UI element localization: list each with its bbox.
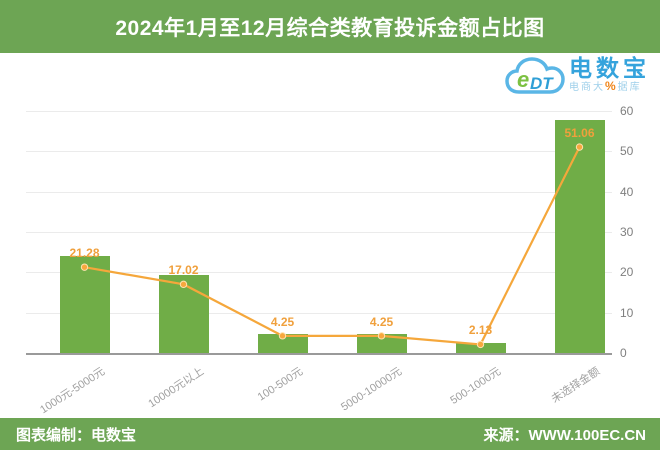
bar (257, 333, 308, 353)
footer-credit: 图表编制：电数宝 (16, 426, 137, 444)
page-title: 2024年1月至12月综合类教育投诉金额占比图 (115, 16, 545, 40)
percent-icon: % (605, 79, 618, 93)
gridline-10 (26, 312, 612, 314)
gridline-30 (26, 232, 612, 233)
gridline-20 (26, 272, 612, 274)
footer-bar: 图表编制：电数宝 来源：WWW.100EC.CN (0, 418, 660, 450)
title-bar: 2024年1月至12月综合类教育投诉金额占比图 (0, 0, 660, 53)
value-label: 4.25 (369, 314, 394, 329)
bar (59, 255, 110, 353)
footer-source: 来源：WWW.100EC.CN (483, 426, 646, 444)
bar (554, 119, 605, 353)
y-axis-tick-50: 50 (620, 144, 634, 159)
logo-subtitle-right: 据库 (617, 82, 642, 93)
y-axis-tick-0: 0 (620, 346, 627, 360)
gridline-60 (26, 111, 612, 112)
logo-subtitle: 电商大%据库 (569, 80, 650, 94)
logo-letters-dt: DT (530, 74, 554, 93)
value-label: 21.28 (69, 246, 100, 261)
logo-subtitle-left: 电商大 (569, 82, 605, 93)
y-axis-tick-60: 60 (620, 104, 634, 118)
y-axis-tick-30: 30 (620, 225, 634, 239)
gridline-50 (26, 151, 612, 153)
bar (158, 275, 209, 353)
chart-area: e DT 电数宝 电商大%据库 0 10 20 30 40 50 60 21.28 17.02 4… (0, 53, 660, 418)
y-axis-tick-20: 20 (620, 265, 634, 280)
x-axis-line (26, 353, 612, 355)
logo: e DT 电数宝 电商大%据库 (505, 56, 650, 100)
logo-name: 电数宝 (569, 55, 650, 81)
value-label: 51.06 (564, 126, 595, 141)
bar (356, 333, 407, 353)
gridline-40 (26, 191, 612, 193)
y-axis-tick-40: 40 (620, 184, 634, 199)
cloud-logo-icon: e DT (505, 57, 565, 94)
y-axis-tick-10: 10 (620, 305, 634, 320)
bar (455, 343, 506, 353)
value-label: 4.25 (270, 314, 295, 329)
value-label: 2.13 (468, 323, 493, 338)
logo-text: 电数宝 电商大%据库 (569, 56, 650, 94)
value-label: 17.02 (168, 263, 199, 278)
logo-letter-e: e (517, 67, 529, 92)
